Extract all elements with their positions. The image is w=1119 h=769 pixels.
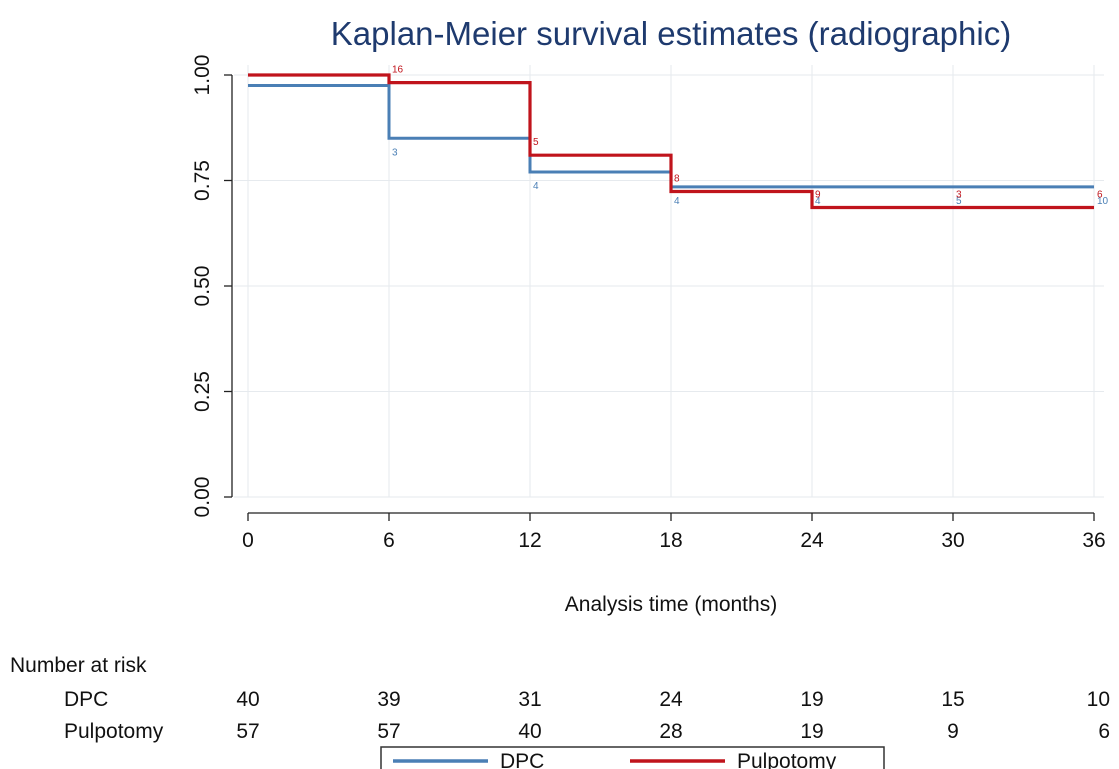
x-tick-label: 36 <box>1082 529 1105 552</box>
censor-label: 4 <box>533 181 539 192</box>
x-tick-label: 24 <box>800 529 824 552</box>
risk-value: 9 <box>947 720 959 743</box>
y-tick-label: 0.75 <box>191 160 214 201</box>
risk-value: 6 <box>1098 720 1110 743</box>
x-tick-label: 12 <box>518 529 541 552</box>
risk-row-label: DPC <box>64 688 108 711</box>
risk-value: 19 <box>800 688 823 711</box>
risk-value: 31 <box>518 688 541 711</box>
series-line-dpc <box>248 84 1094 189</box>
censor-label: 3 <box>392 147 398 158</box>
series-line-pulpotomy <box>248 73 1094 210</box>
censor-label: 4 <box>815 196 821 207</box>
chart-title: Kaplan-Meier survival estimates (radiogr… <box>331 15 1011 52</box>
legend-label-dpc: DPC <box>500 750 544 769</box>
risk-table-header: Number at risk <box>10 654 147 677</box>
censor-label: 9 <box>815 190 821 201</box>
risk-value: 24 <box>659 688 683 711</box>
censor-label: 8 <box>674 173 680 184</box>
censor-label-layer: 3 4 4 4 5 10 16 5 8 9 3 6 <box>392 65 1109 207</box>
legend: DPC Pulpotomy <box>380 746 885 769</box>
censor-label: 5 <box>956 196 962 207</box>
y-tick-label: 0.00 <box>191 477 214 518</box>
legend-frame <box>380 746 885 769</box>
risk-value: 10 <box>1087 688 1110 711</box>
censor-label: 3 <box>956 190 962 201</box>
censor-label: 4 <box>674 196 680 207</box>
x-axis-title: Analysis time (months) <box>565 593 777 616</box>
censor-label: 5 <box>533 137 539 148</box>
grid-layer <box>234 65 1104 498</box>
x-tick-label: 30 <box>941 529 964 552</box>
censor-label: 16 <box>392 65 404 76</box>
risk-value: 15 <box>941 688 964 711</box>
y-tick-label: 0.50 <box>191 266 214 307</box>
number-at-risk-table: Number at risk DPC 40 39 31 24 19 15 10 Pulpotomy… <box>10 654 1110 743</box>
x-tick-label: 0 <box>242 529 254 552</box>
y-tick-label: 1.00 <box>191 55 214 96</box>
risk-value: 19 <box>800 720 823 743</box>
y-tick-label: 0.25 <box>191 371 214 412</box>
x-tick-label: 6 <box>383 529 395 552</box>
censor-label: 10 <box>1097 196 1109 207</box>
risk-value: 28 <box>659 720 682 743</box>
risk-value: 57 <box>236 720 259 743</box>
risk-value: 39 <box>377 688 400 711</box>
risk-value: 57 <box>377 720 400 743</box>
x-tick-label: 18 <box>659 529 682 552</box>
risk-value: 40 <box>236 688 259 711</box>
legend-label-pulpotomy: Pulpotomy <box>737 750 837 769</box>
axes-layer: 0.000.250.500.751.000 6 12 18 24 30 36 <box>191 55 1106 552</box>
risk-value: 40 <box>518 720 541 743</box>
series-layer <box>248 73 1094 210</box>
risk-row-label: Pulpotomy <box>64 720 164 743</box>
censor-label: 6 <box>1097 190 1103 201</box>
